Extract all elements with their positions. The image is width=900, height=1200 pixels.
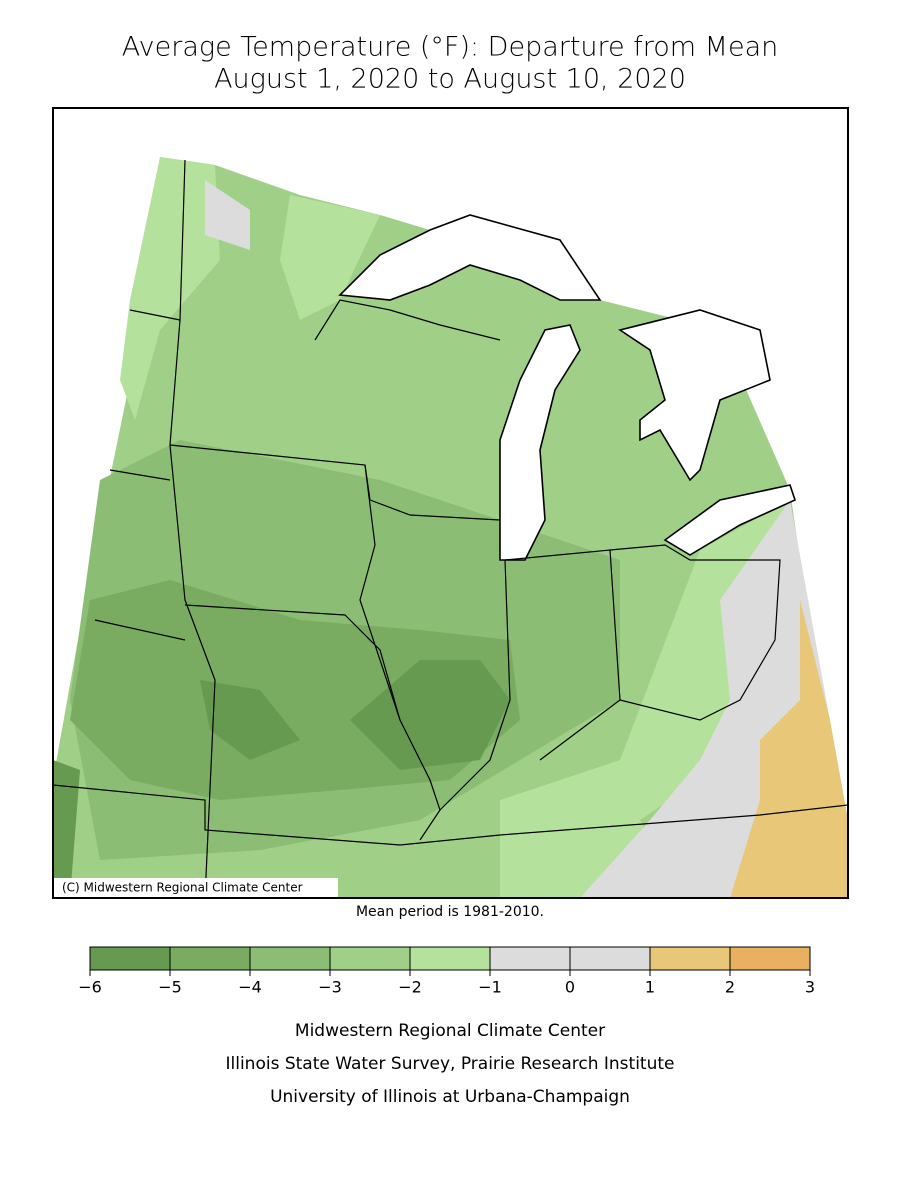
state-line [504,549,621,761]
state-line [169,159,216,898]
zone-light [120,157,220,420]
zone-darkest [350,660,510,770]
zone-warm [730,600,848,898]
state-line [609,544,781,721]
legend-tick-label: −2 [398,978,422,997]
zone-darkest [200,680,300,760]
lake-erie [663,484,796,556]
lake-michigan [499,324,581,561]
lake-huron [618,309,771,482]
footer-line: University of Illinois at Urbana-Champai… [270,1087,630,1107]
title-line: Average Temperature (°F): Departure from… [122,32,778,63]
legend-swatch [169,946,251,971]
legend-tick-label: 2 [725,978,735,997]
legend-swatch [89,946,171,971]
legend-swatch [249,946,331,971]
credit-box [54,878,338,897]
legend-swatch [729,946,811,971]
state-line [314,299,501,341]
state-line [439,559,511,811]
legend-tick-label: −4 [238,978,262,997]
legend-tick-label: −6 [78,978,102,997]
map: (C) Midwestern Regional Climate Center M… [52,107,849,920]
footer-line: Midwestern Regional Climate Center [295,1021,605,1041]
legend-tick-label: 0 [565,978,575,997]
legend-swatch [569,946,651,971]
legend: −6 −5 −4 −3 −2 −1 0 1 2 3 [78,946,815,997]
zone-gray [205,180,250,250]
legend-tick-label: −3 [318,978,342,997]
legend-tick-label: 1 [645,978,655,997]
map-frame [52,107,849,899]
state-line [53,784,848,846]
zone-darkest [53,760,80,898]
map-credit: (C) Midwestern Regional Climate Center [62,881,303,895]
footer-line: Illinois State Water Survey, Prairie Res… [226,1054,675,1074]
map-note: Mean period is 1981-2010. [356,904,544,920]
legend-swatch [649,946,731,971]
state-line [359,464,401,721]
legend-swatch [409,946,491,971]
legend-swatch [489,946,571,971]
legend-swatch [329,946,411,971]
title-line: August 1, 2020 to August 10, 2020 [214,64,686,95]
state-line [129,309,181,321]
legend-tick-label: −5 [158,978,182,997]
legend-tick-label: 3 [805,978,815,997]
zone-light [280,195,380,320]
state-line [109,469,171,481]
state-line [94,619,186,641]
legend-tick-label: −1 [478,978,502,997]
lake-superior [338,214,602,301]
state-line [169,444,501,521]
